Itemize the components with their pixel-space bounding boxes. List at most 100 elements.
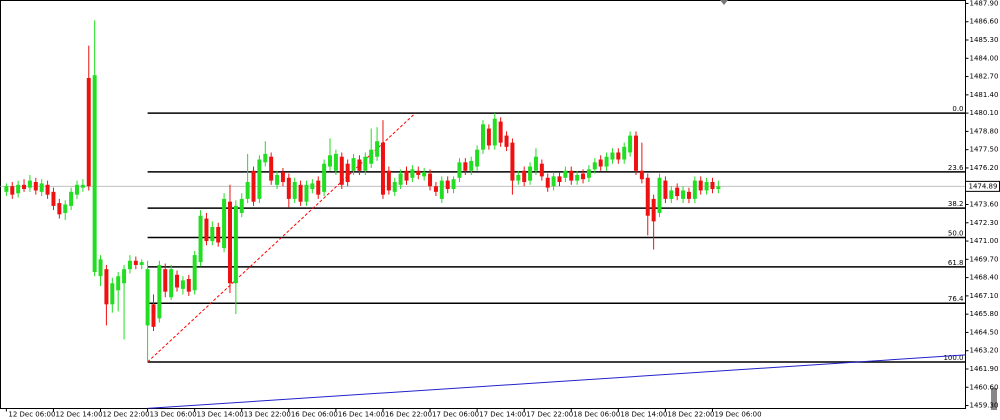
x-tick-label: 12 Dec 22:00 — [103, 411, 150, 419]
candle-body — [251, 170, 256, 202]
candle-body — [222, 198, 227, 249]
candle-body — [569, 170, 574, 181]
trendline — [147, 354, 966, 409]
candle-body — [151, 304, 156, 327]
y-tick-label: 1486.60 — [970, 18, 999, 26]
candle-body — [98, 259, 103, 277]
candle-body — [698, 180, 703, 191]
scroll-marker — [720, 0, 728, 5]
x-tick-label: 18 Dec 22:00 — [667, 411, 714, 419]
candle-body — [210, 226, 215, 242]
y-tick-label: 1461.90 — [970, 365, 999, 373]
candle-body — [375, 141, 380, 157]
candle-body — [180, 280, 185, 289]
y-tick-label: 1484.00 — [970, 54, 999, 62]
y-tick-label: 1482.70 — [970, 73, 999, 81]
candle-body — [457, 162, 462, 178]
candle-body — [74, 184, 79, 195]
y-tick-label: 1481.40 — [970, 91, 999, 99]
candle-body — [410, 169, 415, 178]
candle-body — [4, 186, 9, 192]
candle-body — [92, 75, 97, 272]
fib-label: 76.4 — [948, 295, 964, 303]
candle-body — [675, 187, 680, 197]
candle-body — [557, 176, 562, 183]
candle-body — [328, 155, 333, 167]
candle-body — [451, 179, 456, 190]
x-tick-label: 16 Dec 22:00 — [385, 411, 432, 419]
candle-body — [345, 163, 350, 183]
scroll-handle — [991, 388, 997, 410]
y-tick-label: 1485.30 — [970, 36, 999, 44]
candle-body — [545, 177, 550, 188]
x-tick-label: 17 Dec 22:00 — [526, 411, 573, 419]
candle-body — [110, 283, 115, 305]
x-tick-label: 12 Dec 06:00 — [8, 411, 55, 419]
candle-body — [504, 135, 509, 147]
candle-body — [280, 172, 285, 183]
candle-body — [80, 184, 85, 188]
candle-body — [422, 172, 427, 177]
y-tick-label: 1487.90 — [970, 0, 999, 7]
plot-frame — [0, 0, 966, 409]
candle-body — [692, 180, 697, 199]
y-tick-label: 1477.50 — [970, 146, 999, 154]
x-tick-label: 13 Dec 14:00 — [197, 411, 244, 419]
candle-body — [645, 177, 650, 216]
y-tick-label: 1476.20 — [970, 164, 999, 172]
candle-body — [616, 152, 621, 160]
candle-body — [398, 173, 403, 185]
candle-body — [63, 204, 68, 213]
x-tick-label: 12 Dec 14:00 — [55, 411, 102, 419]
candle-body — [310, 183, 315, 190]
candle-body — [269, 156, 274, 181]
candle-body — [404, 170, 409, 181]
y-tick-label: 1468.40 — [970, 274, 999, 282]
candle-body — [369, 149, 374, 164]
x-tick-label: 13 Dec 06:00 — [150, 411, 197, 419]
candle-body — [51, 191, 56, 206]
y-tick-label: 1473.60 — [970, 201, 999, 209]
candle-body — [428, 173, 433, 187]
candle-body — [439, 180, 444, 199]
x-tick-label: 17 Dec 06:00 — [432, 411, 479, 419]
candle-body — [528, 166, 533, 181]
candle-body — [592, 162, 597, 170]
candle-body — [516, 174, 521, 181]
candle-body — [539, 163, 544, 177]
candle-body — [116, 276, 121, 291]
candle-body — [657, 177, 662, 213]
candle-body — [204, 218, 209, 242]
candle-body — [239, 198, 244, 213]
candle-body — [39, 183, 44, 192]
candle-body — [492, 118, 497, 146]
candle-body — [22, 184, 27, 190]
candle-body — [198, 215, 203, 263]
candle-body — [10, 186, 15, 195]
x-tick-label: 19 Dec 06:00 — [714, 411, 761, 419]
y-tick-label: 1478.80 — [970, 127, 999, 135]
plot-area: 0.0 23.6 38.2 50.0 61.8 76.4 100.0 — [0, 20, 966, 409]
candle-body — [339, 156, 344, 185]
candle-body — [716, 186, 721, 190]
candle-body — [533, 156, 538, 171]
candle-body — [433, 186, 438, 192]
candle-body — [304, 184, 309, 202]
fib-label: 38.2 — [948, 200, 964, 208]
candle-body — [45, 184, 50, 195]
candle-body — [604, 156, 609, 167]
candle-body — [133, 260, 138, 265]
fib-label: 0.0 — [952, 105, 963, 113]
candle-body — [122, 269, 127, 284]
candle-body — [316, 180, 321, 195]
candle-body — [486, 128, 491, 146]
candle-body — [169, 269, 174, 298]
candle-body — [33, 182, 38, 191]
candle-body — [475, 149, 480, 167]
x-tick-label: 18 Dec 14:00 — [620, 411, 667, 419]
candle-body — [380, 142, 385, 195]
candle-body — [510, 142, 515, 181]
candle-body — [86, 77, 91, 187]
candle-body — [227, 201, 232, 284]
candle-body — [586, 169, 591, 178]
